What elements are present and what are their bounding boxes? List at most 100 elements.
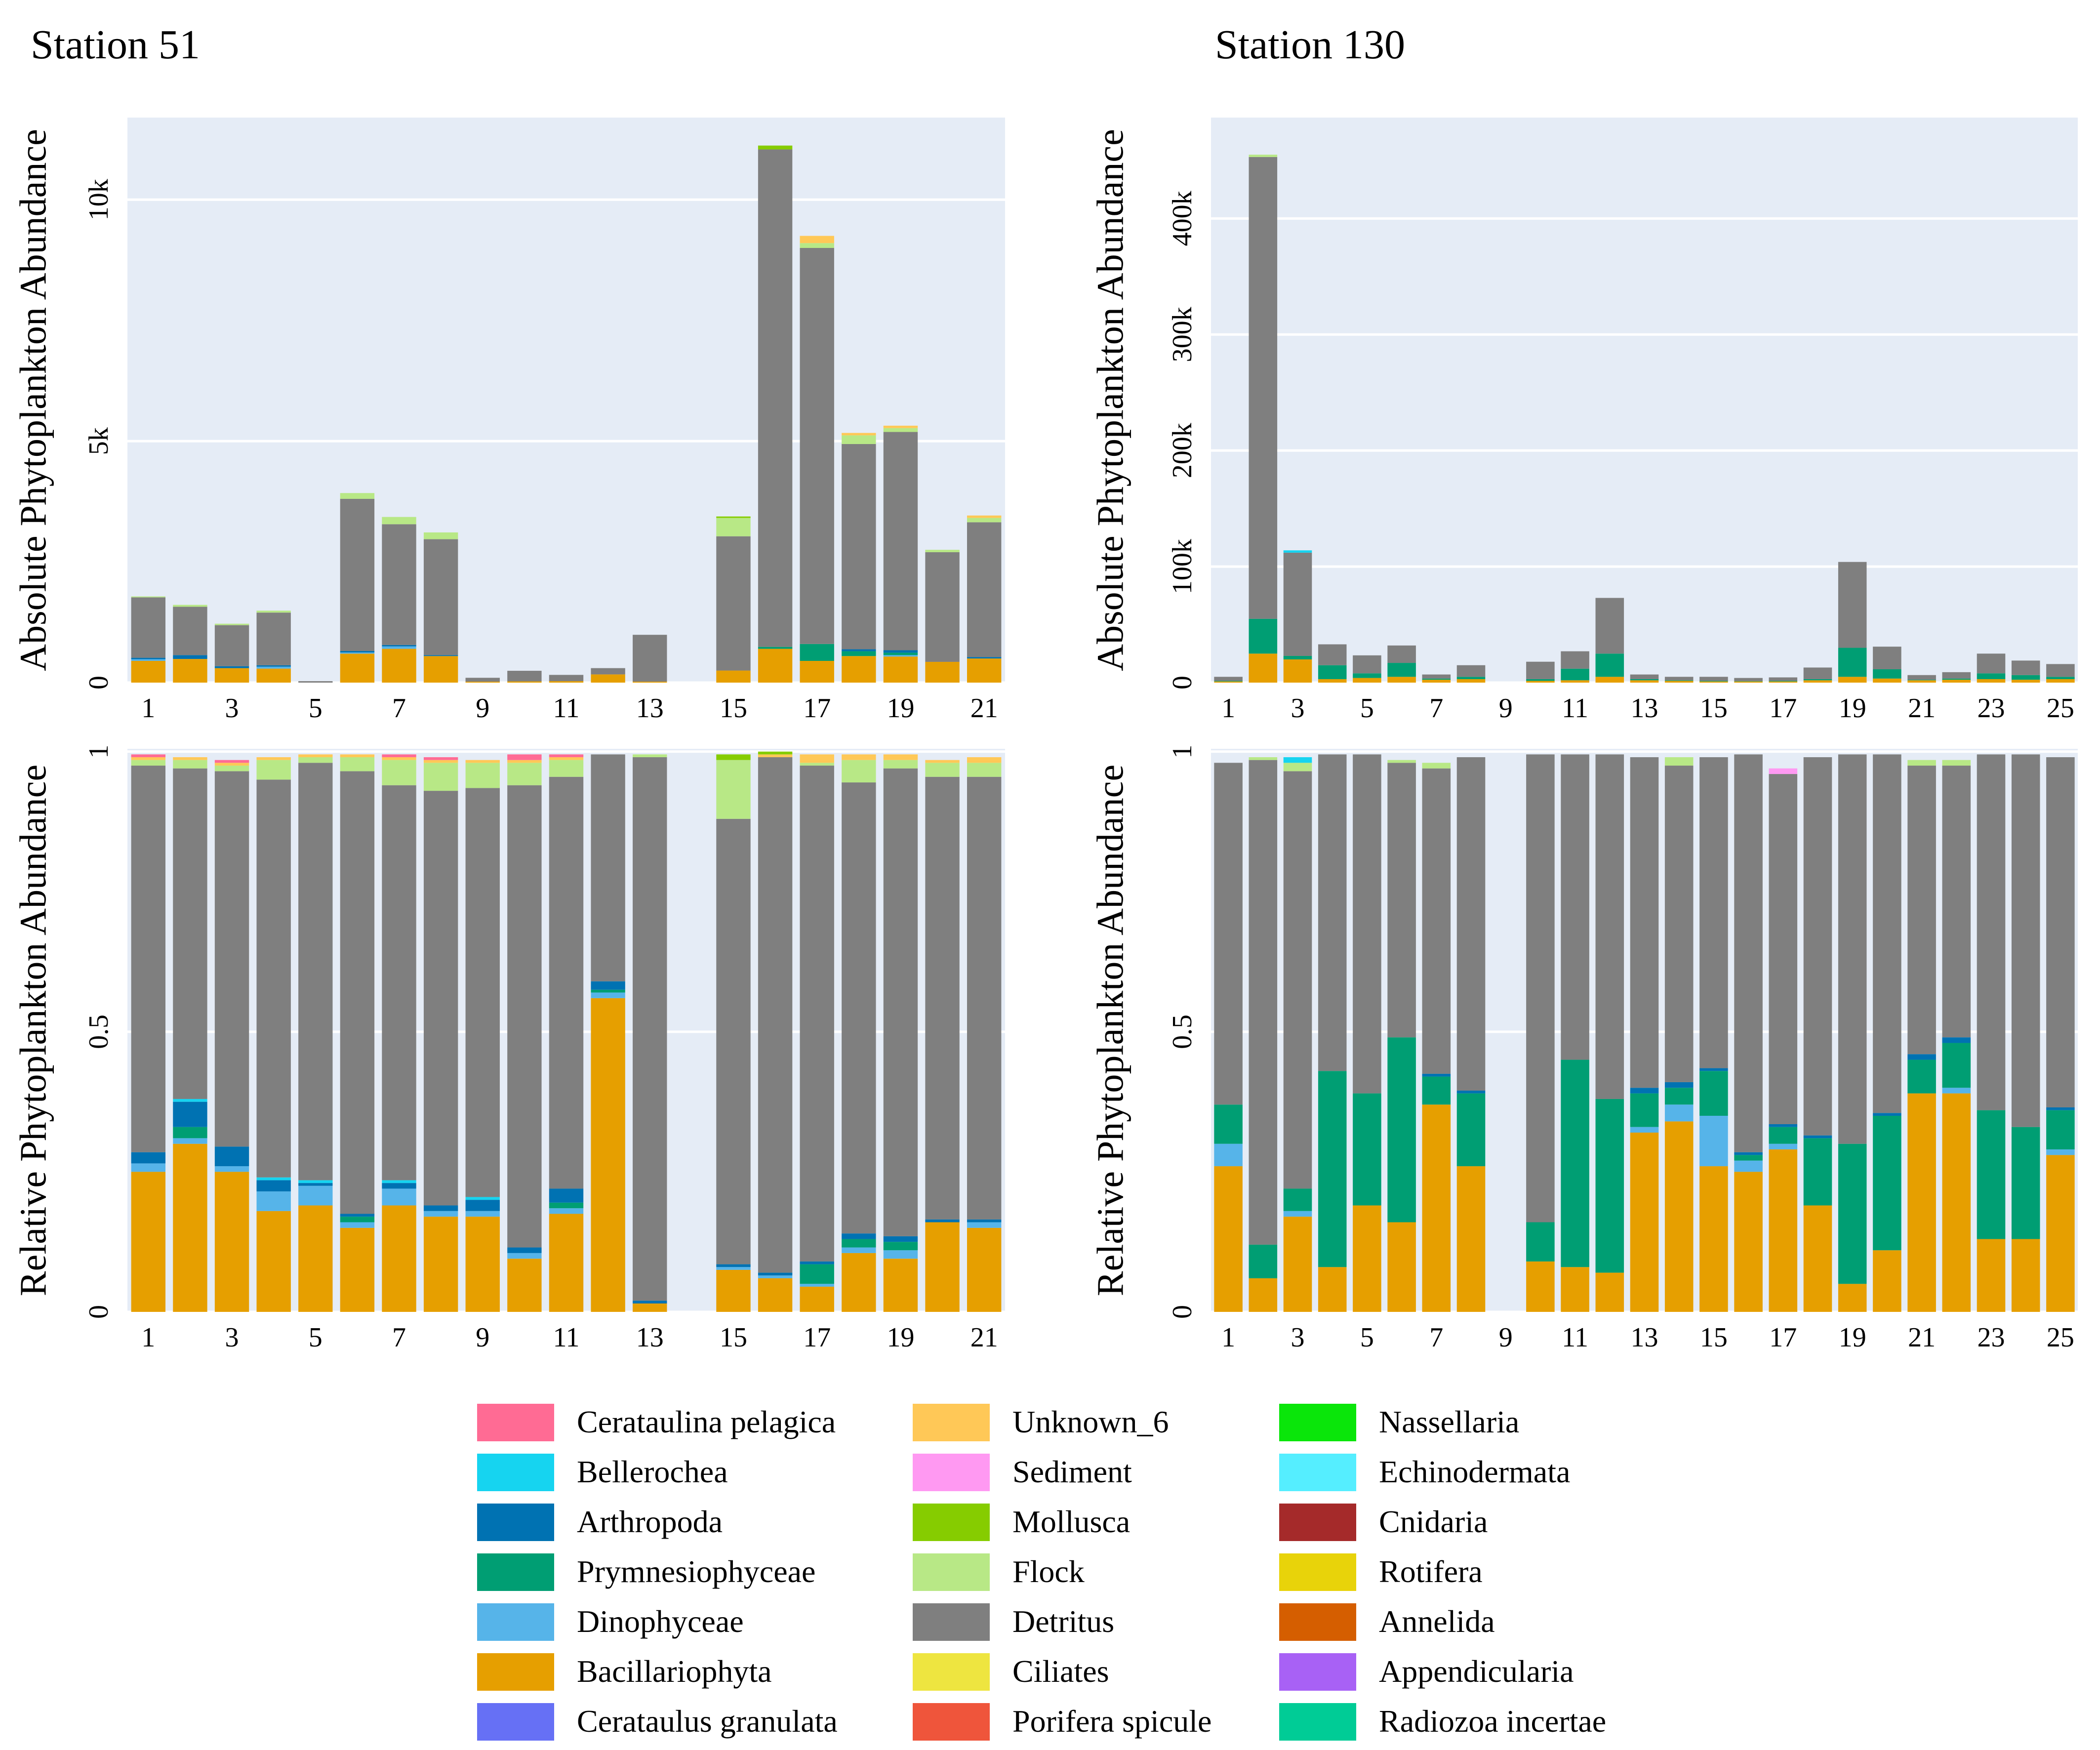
bar-segment bbox=[1664, 766, 1694, 1082]
legend-item: Annelida bbox=[1279, 1603, 1495, 1641]
bar-segment bbox=[382, 524, 416, 645]
bar-segment bbox=[1387, 1037, 1416, 1222]
x-tick-label: 25 bbox=[2047, 1322, 2074, 1353]
bar-segment bbox=[633, 754, 667, 758]
legend-label: Detritus bbox=[1012, 1604, 1114, 1639]
bar-segment bbox=[423, 791, 458, 1206]
bar-segment bbox=[1907, 1054, 1936, 1060]
bar-segment bbox=[842, 656, 876, 683]
bar-segment bbox=[1422, 763, 1451, 769]
bar-segment bbox=[716, 1269, 751, 1312]
bar-segment bbox=[842, 433, 876, 436]
bar-segment bbox=[1699, 681, 1728, 683]
bar-segment bbox=[1214, 763, 1243, 1105]
bar-segment bbox=[883, 425, 918, 428]
y-tick-label: 200k bbox=[1167, 423, 1198, 478]
bar-segment bbox=[758, 649, 793, 683]
bar-segment bbox=[423, 655, 458, 656]
legend-item: Porifera spicule bbox=[913, 1703, 1212, 1741]
bar-segment bbox=[423, 532, 458, 539]
bar-segment bbox=[925, 550, 960, 552]
legend-label: Cerataulina pelagica bbox=[577, 1404, 836, 1439]
bar-segment bbox=[214, 1166, 249, 1172]
bar-segment bbox=[1873, 669, 1901, 679]
x-tick-label: 19 bbox=[1839, 693, 1866, 724]
bar-segment bbox=[842, 1239, 876, 1248]
bar-segment bbox=[716, 760, 751, 819]
bar-segment bbox=[549, 675, 584, 682]
bar-segment bbox=[173, 1127, 207, 1139]
bar-segment bbox=[214, 760, 249, 763]
x-tick-label: 25 bbox=[2047, 693, 2074, 724]
bar-segment bbox=[1664, 680, 1694, 681]
x-tick-label: 5 bbox=[1360, 1322, 1374, 1353]
bar-segment bbox=[2011, 1127, 2040, 1239]
bar-segment bbox=[633, 1303, 667, 1312]
legend-swatch bbox=[477, 1504, 554, 1541]
bar-segment bbox=[256, 610, 291, 613]
bar-segment bbox=[507, 681, 542, 683]
legend-label: Rotifera bbox=[1379, 1554, 1483, 1589]
bar-segment bbox=[507, 785, 542, 1248]
bar-segment bbox=[340, 1214, 375, 1217]
bar-segment bbox=[382, 760, 416, 785]
x-tick-label: 11 bbox=[553, 1322, 580, 1353]
bar-segment bbox=[800, 1261, 834, 1264]
bar-segment bbox=[716, 536, 751, 671]
x-tick-label: 9 bbox=[1499, 1322, 1513, 1353]
y-tick-label: 5k bbox=[83, 427, 114, 455]
bar-segment bbox=[967, 763, 1002, 777]
bar-segment bbox=[1456, 757, 1486, 1091]
legend-item: Rotifera bbox=[1279, 1553, 1483, 1591]
bar-segment bbox=[256, 757, 291, 760]
x-tick-label: 17 bbox=[803, 1322, 831, 1353]
bar-segment bbox=[1387, 1222, 1416, 1312]
y-tick-label: 0.5 bbox=[1167, 1015, 1198, 1049]
bar-segment bbox=[1803, 680, 1832, 683]
bar-segment bbox=[1942, 680, 1971, 683]
bar-segment bbox=[591, 989, 625, 993]
bar-segment bbox=[716, 1264, 751, 1267]
bar-segment bbox=[925, 661, 960, 683]
bar-segment bbox=[967, 522, 1002, 657]
legend-label: Bacillariophyta bbox=[577, 1654, 772, 1689]
legend-label: Flock bbox=[1012, 1554, 1085, 1589]
bar-segment bbox=[1803, 1138, 1832, 1206]
bar-segment bbox=[256, 668, 291, 683]
x-tick-label: 21 bbox=[970, 693, 998, 724]
bar-segment bbox=[1977, 679, 2006, 683]
bar-segment bbox=[214, 666, 249, 668]
x-tick-label: 11 bbox=[553, 693, 580, 724]
bar-segment bbox=[131, 754, 166, 758]
bar-segment bbox=[716, 754, 751, 760]
bar-segment bbox=[758, 754, 793, 758]
bar-segment bbox=[1769, 774, 1798, 1124]
legend-item: Flock bbox=[913, 1553, 1085, 1591]
bar-segment bbox=[507, 1253, 542, 1259]
x-tick-label: 21 bbox=[1908, 1322, 1936, 1353]
bar-segment bbox=[173, 768, 207, 1099]
bar-segment bbox=[131, 766, 166, 1152]
legend-item: Bacillariophyta bbox=[477, 1653, 772, 1691]
station-51-title: Station 51 bbox=[31, 22, 200, 68]
bar-segment bbox=[800, 644, 834, 661]
bar-segment bbox=[1422, 768, 1451, 1074]
bar-segment bbox=[1526, 679, 1555, 681]
bar-segment bbox=[967, 657, 1002, 659]
bar-segment bbox=[465, 760, 500, 763]
bar-segment bbox=[2046, 1155, 2075, 1312]
x-tick-label: 1 bbox=[141, 1322, 155, 1353]
bar-segment bbox=[1734, 1155, 1763, 1161]
bar-segment bbox=[1456, 1090, 1486, 1094]
x-tick-label: 19 bbox=[887, 693, 914, 724]
bar-segment bbox=[1664, 1104, 1694, 1122]
bar-segment bbox=[1873, 1250, 1901, 1312]
bar-segment bbox=[340, 771, 375, 1214]
bar-segment bbox=[131, 659, 166, 661]
x-tick-label: 7 bbox=[392, 693, 406, 724]
bar-segment bbox=[716, 516, 751, 518]
bar-segment bbox=[1561, 1059, 1589, 1267]
bar-segment bbox=[800, 236, 834, 244]
legend-item: Cerataulus granulata bbox=[477, 1703, 838, 1741]
bar-segment bbox=[842, 760, 876, 783]
